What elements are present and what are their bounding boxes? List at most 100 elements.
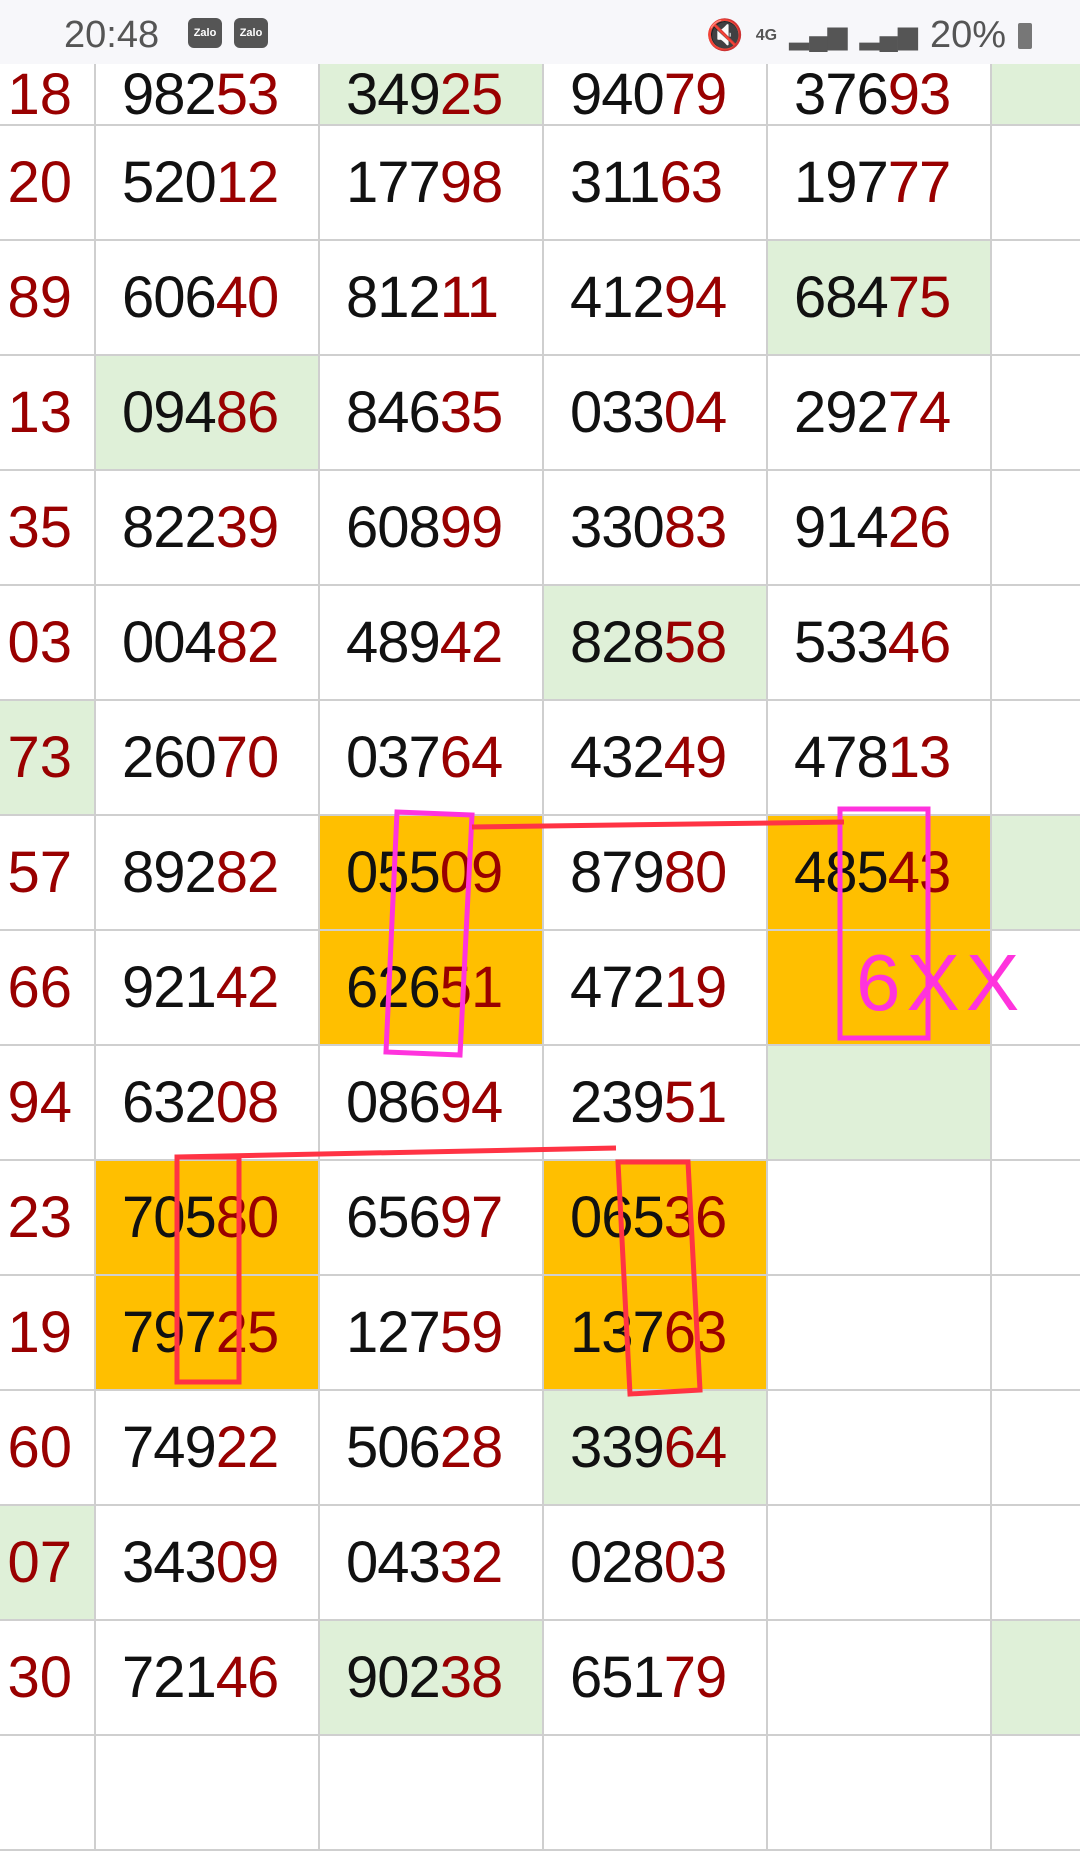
result-number: 82239 (122, 495, 280, 560)
result-cell: 70580 (96, 1161, 320, 1276)
4g-icon: 4G (755, 26, 778, 44)
last-two-digits: 53 (215, 64, 280, 126)
result-cell: 48942 (320, 586, 544, 701)
red-box (174, 1154, 242, 1385)
result-cell: 09486 (96, 356, 320, 471)
row-head-cell: 60 (0, 1391, 96, 1506)
table-row: 30 72146 90238 65179 (0, 1621, 1080, 1736)
result-cell (992, 1621, 1080, 1736)
result-number: 70580 (122, 1185, 279, 1250)
result-number: 91426 (794, 495, 951, 560)
last-two-digits: 36 (663, 1185, 728, 1250)
result-cell: 72146 (96, 1621, 320, 1736)
red-link-line (176, 1145, 617, 1160)
last-two-digits: 77 (887, 150, 952, 215)
handwritten-annotations (174, 806, 931, 1397)
last-two-digits: 93 (887, 64, 952, 126)
table-row: 35 82239 60899 33083 91426 (0, 471, 1080, 586)
result-cell: 89282 (96, 816, 320, 931)
last-two-digits: 09 (215, 1530, 280, 1595)
result-cell (992, 1161, 1080, 1276)
last-two-digits: 43 (887, 840, 952, 905)
result-cell (992, 1276, 1080, 1391)
last-two-digits: 98 (439, 150, 504, 215)
last-two-digits: 11 (439, 265, 499, 330)
row-head-cell: 35 (0, 471, 96, 586)
last-two-digits: 79 (663, 1645, 728, 1710)
handwritten-annotation-text: 6XX (856, 938, 1026, 1027)
result-number: 63208 (122, 1070, 280, 1135)
last-two-digits: 40 (215, 265, 280, 330)
last-two-digits: 94 (439, 1070, 504, 1135)
result-number: 33964 (570, 1415, 727, 1480)
result-cell (992, 816, 1080, 931)
last-two-digits: 51 (439, 955, 504, 1020)
result-number: 84635 (346, 380, 503, 445)
last-two-digits: 13 (887, 725, 952, 790)
last-two-digits: 64 (439, 725, 504, 790)
result-number: 65179 (570, 1645, 728, 1710)
result-number: 68475 (794, 265, 952, 330)
last-two-digits: 80 (663, 840, 728, 905)
result-number: 53346 (794, 610, 951, 675)
result-number: 41294 (570, 265, 727, 330)
row-head-number: 19 (7, 1300, 72, 1365)
result-cell (992, 356, 1080, 471)
result-cell: 00482 (96, 586, 320, 701)
last-two-digits: 59 (439, 1300, 504, 1365)
result-cell: 74922 (96, 1391, 320, 1506)
status-bar: 20:48 Zalo Zalo 🔇 4G ▂▄▆ ▂▄▆ 20% (0, 0, 1080, 64)
result-number: 43249 (570, 725, 727, 790)
row-head-cell: 73 (0, 701, 96, 816)
result-number: 12759 (346, 1300, 504, 1365)
result-cell (992, 931, 1080, 1046)
result-cell (768, 931, 992, 1046)
row-head-number: 94 (7, 1070, 72, 1135)
result-number: 47813 (794, 725, 952, 790)
result-number: 82858 (570, 610, 727, 675)
result-cell (768, 1621, 992, 1736)
signal-icon: ▂▄▆ (789, 20, 848, 50)
zalo-notification-icon: Zalo (234, 18, 268, 48)
result-number: 23951 (570, 1070, 727, 1135)
result-cell (768, 1161, 992, 1276)
result-number: 02803 (570, 1530, 728, 1595)
table-row: 89 60640 81211 41294 68475 (0, 241, 1080, 356)
result-cell: 81211 (320, 241, 544, 356)
result-number: 31163 (570, 150, 723, 215)
result-cell: 92142 (96, 931, 320, 1046)
last-two-digits: 42 (215, 955, 280, 1020)
result-cell: 33083 (544, 471, 768, 586)
red-link-line (471, 819, 845, 830)
result-cell: 53346 (768, 586, 992, 701)
last-two-digits: 70 (215, 725, 280, 790)
last-two-digits: 03 (663, 1530, 728, 1595)
result-cell: 17798 (320, 126, 544, 241)
row-head-cell: 19 (0, 1276, 96, 1391)
mute-icon: 🔇 (706, 19, 744, 52)
result-number: 26070 (122, 725, 280, 790)
result-cell: 68475 (768, 241, 992, 356)
last-two-digits: 39 (215, 495, 280, 560)
row-head-number: 07 (7, 1530, 72, 1595)
last-two-digits: 38 (439, 1645, 504, 1710)
last-two-digits: 97 (439, 1185, 504, 1250)
result-number: 37693 (794, 64, 952, 126)
last-two-digits: 75 (887, 265, 952, 330)
last-two-digits: 42 (439, 610, 504, 675)
zalo-notification-icon: Zalo (188, 18, 222, 48)
row-head-number: 89 (7, 265, 72, 330)
row-head-cell: 03 (0, 586, 96, 701)
row-head-number: 60 (7, 1415, 72, 1480)
result-cell: 03764 (320, 701, 544, 816)
result-cell: 90238 (320, 1621, 544, 1736)
result-cell: 34309 (96, 1506, 320, 1621)
table-row: 94 63208 08694 23951 (0, 1046, 1080, 1161)
result-number: 48942 (346, 610, 504, 675)
row-head-cell: 89 (0, 241, 96, 356)
last-two-digits: 74 (887, 380, 952, 445)
result-cell (992, 64, 1080, 126)
last-two-digits: 08 (215, 1070, 280, 1135)
result-number: 03304 (570, 380, 727, 445)
last-two-digits: 79 (663, 64, 728, 126)
